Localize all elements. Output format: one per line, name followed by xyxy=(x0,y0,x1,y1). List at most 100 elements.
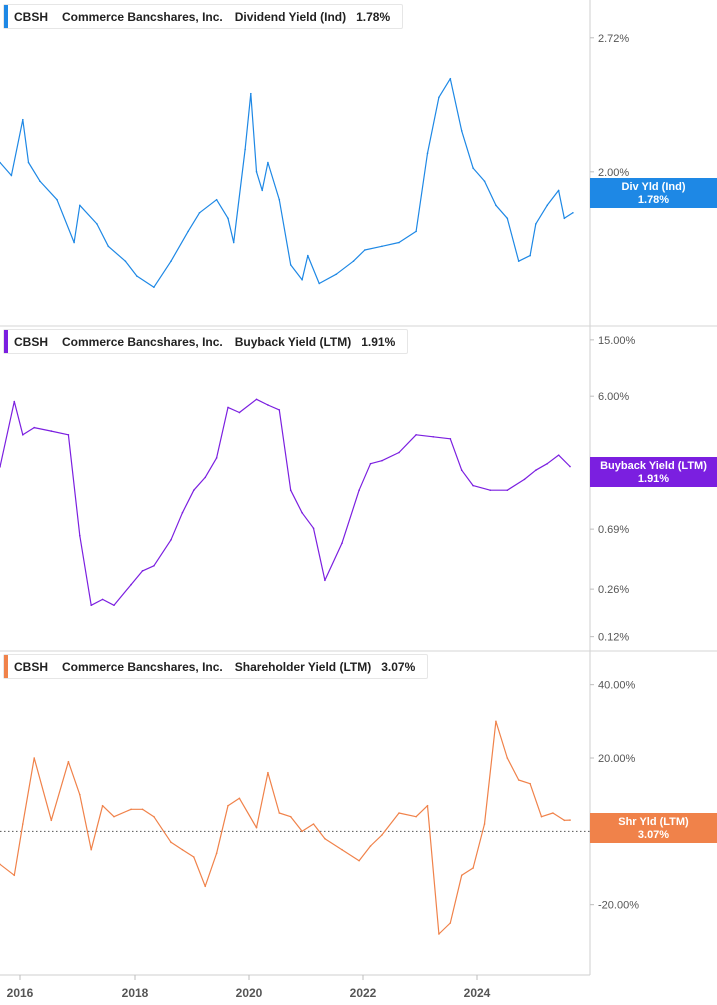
end-value-tag xyxy=(590,178,717,208)
data-point xyxy=(22,823,24,825)
series-line xyxy=(0,398,571,606)
data-point xyxy=(495,720,497,723)
legend-company: Commerce Bancshares, Inc. xyxy=(62,659,223,674)
end-tag-value: 1.78% xyxy=(638,194,669,206)
data-point xyxy=(398,812,400,814)
data-point xyxy=(113,604,115,607)
data-point xyxy=(426,804,429,807)
data-point xyxy=(398,241,400,244)
data-point xyxy=(181,511,184,514)
data-point xyxy=(535,469,537,471)
legend-shareholder-yield[interactable]: CBSH Commerce Bancshares, Inc. Sharehold… xyxy=(3,654,429,679)
data-point xyxy=(255,398,258,401)
data-point xyxy=(449,922,452,924)
data-point xyxy=(141,570,144,572)
data-point xyxy=(10,174,13,177)
data-point xyxy=(289,489,292,491)
data-point xyxy=(124,260,127,262)
data-point xyxy=(529,782,531,785)
data-point xyxy=(13,400,16,403)
data-point xyxy=(170,260,172,262)
series-line xyxy=(0,720,571,935)
data-point xyxy=(50,819,53,822)
legend-dividend-yield[interactable]: CBSH Commerce Bancshares, Inc. Dividend … xyxy=(3,4,404,29)
x-tick-label: 2018 xyxy=(122,986,149,1000)
data-point xyxy=(255,826,258,829)
x-tick-label: 2024 xyxy=(464,986,491,1000)
data-point xyxy=(506,757,509,759)
data-point xyxy=(227,804,229,807)
data-point xyxy=(483,180,486,182)
legend-ticker: CBSH xyxy=(14,334,49,349)
data-point xyxy=(250,92,252,95)
legend-swatch xyxy=(4,330,8,353)
data-point xyxy=(517,779,520,781)
y-tick-label: 0.12% xyxy=(598,632,629,644)
legend-buyback-yield[interactable]: CBSH Commerce Bancshares, Inc. Buyback Y… xyxy=(3,329,409,354)
data-point xyxy=(56,198,58,201)
data-point xyxy=(460,469,463,471)
data-point xyxy=(244,148,246,151)
data-point xyxy=(215,198,218,201)
data-point xyxy=(301,278,303,281)
data-point xyxy=(79,793,81,796)
y-tick-label: 0.26% xyxy=(598,584,629,596)
data-point xyxy=(79,204,81,207)
data-point xyxy=(546,204,549,207)
end-value-tag xyxy=(590,813,717,843)
data-point xyxy=(130,583,132,586)
data-point xyxy=(341,848,343,851)
data-point xyxy=(238,797,241,800)
data-point xyxy=(261,189,264,192)
data-point xyxy=(472,484,474,487)
data-point xyxy=(438,96,440,99)
data-point xyxy=(381,834,383,836)
data-point xyxy=(136,275,138,277)
data-point xyxy=(432,435,435,438)
data-point xyxy=(289,815,292,818)
data-point xyxy=(0,863,1,866)
data-point xyxy=(312,823,315,825)
end-tag-label: Div Yld (Ind) xyxy=(622,181,686,193)
data-point xyxy=(415,815,417,818)
data-point xyxy=(278,198,281,201)
data-point xyxy=(101,804,104,807)
y-tick-label: 2.00% xyxy=(598,167,629,179)
data-point xyxy=(506,217,509,220)
data-point xyxy=(255,171,258,173)
x-tick-label: 2016 xyxy=(7,986,34,1000)
data-point xyxy=(113,815,115,818)
data-point xyxy=(426,152,429,154)
data-point xyxy=(529,254,531,257)
data-point xyxy=(324,579,326,582)
data-point xyxy=(153,815,155,818)
legend-value: 1.91% xyxy=(361,334,396,349)
data-point xyxy=(552,812,554,814)
data-point xyxy=(540,815,543,818)
data-point xyxy=(307,254,309,257)
end-tag-value: 3.07% xyxy=(638,829,669,841)
data-point xyxy=(227,217,229,220)
y-tick-label: -20.00% xyxy=(598,900,639,912)
data-point xyxy=(472,867,474,869)
end-tag-label: Shr Yld (LTM) xyxy=(618,816,689,828)
y-tick-label: 6.00% xyxy=(598,391,629,403)
data-point xyxy=(198,211,201,214)
y-tick-label: 0.69% xyxy=(598,524,629,536)
data-point xyxy=(238,411,241,414)
legend-swatch xyxy=(4,5,8,28)
data-point xyxy=(557,189,560,192)
data-point xyxy=(90,848,93,851)
data-point xyxy=(204,476,207,479)
data-point xyxy=(557,454,560,456)
data-point xyxy=(67,760,70,763)
data-point xyxy=(569,465,571,468)
data-point xyxy=(267,404,269,406)
data-point xyxy=(563,217,566,220)
data-point xyxy=(449,437,452,440)
data-point xyxy=(460,874,463,877)
data-point xyxy=(369,845,372,847)
data-point xyxy=(73,241,75,244)
data-point xyxy=(267,771,269,774)
data-point xyxy=(312,527,315,530)
